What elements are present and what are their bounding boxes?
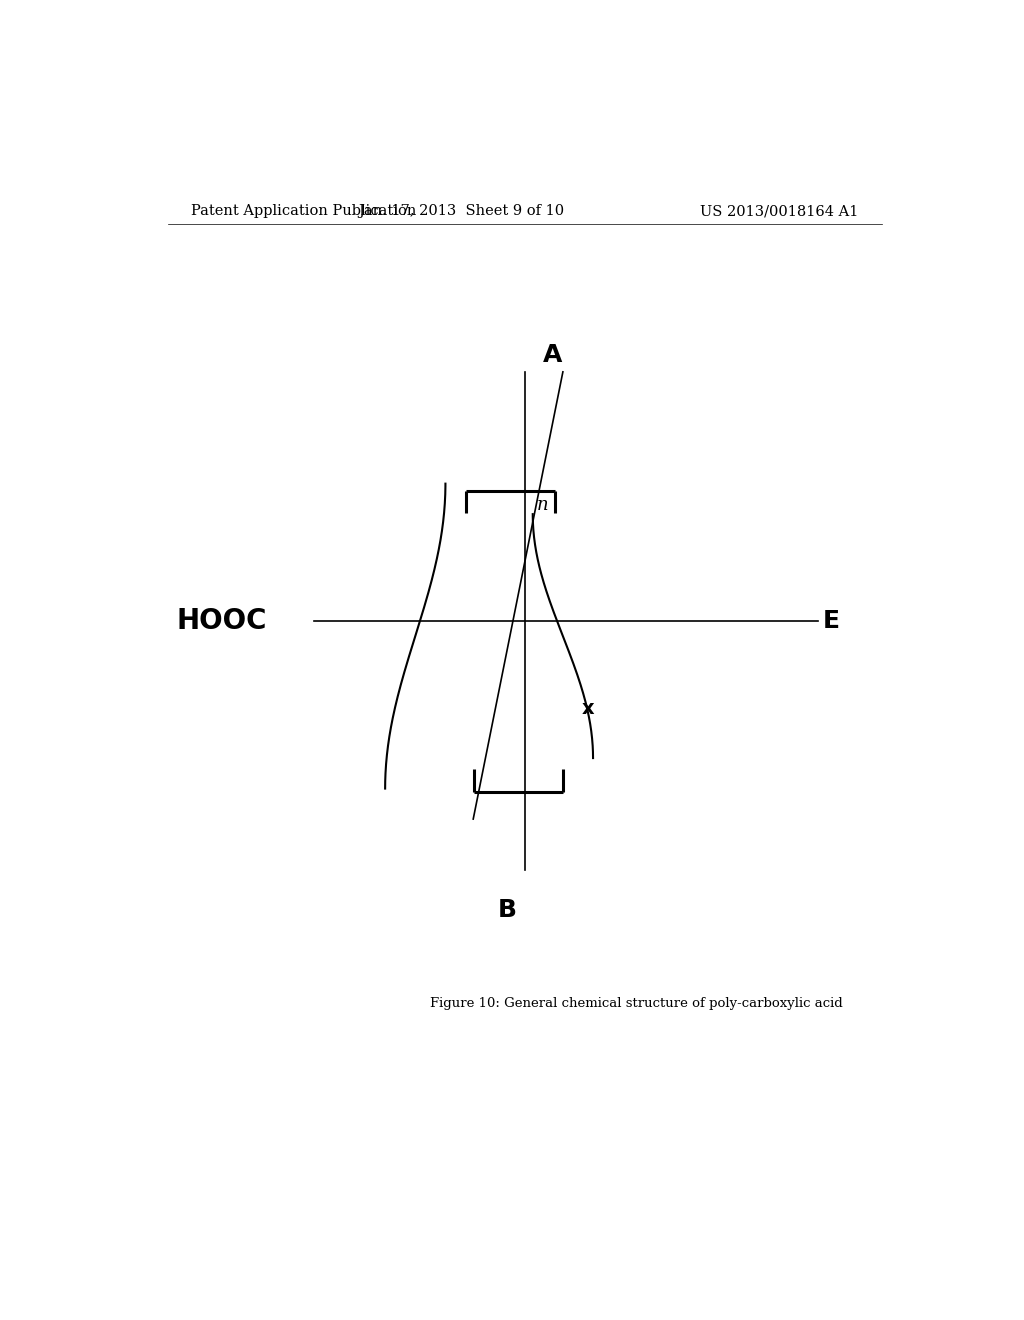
Text: n: n xyxy=(537,496,548,513)
Text: HOOC: HOOC xyxy=(176,607,267,635)
Text: B: B xyxy=(498,899,517,923)
Text: Figure 10: General chemical structure of poly-carboxylic acid: Figure 10: General chemical structure of… xyxy=(430,997,843,1010)
Text: A: A xyxy=(543,343,562,367)
Text: US 2013/0018164 A1: US 2013/0018164 A1 xyxy=(699,205,858,218)
Text: Patent Application Publication: Patent Application Publication xyxy=(191,205,417,218)
Text: E: E xyxy=(822,609,840,632)
Text: x: x xyxy=(582,700,595,718)
Text: Jan. 17, 2013  Sheet 9 of 10: Jan. 17, 2013 Sheet 9 of 10 xyxy=(358,205,564,218)
